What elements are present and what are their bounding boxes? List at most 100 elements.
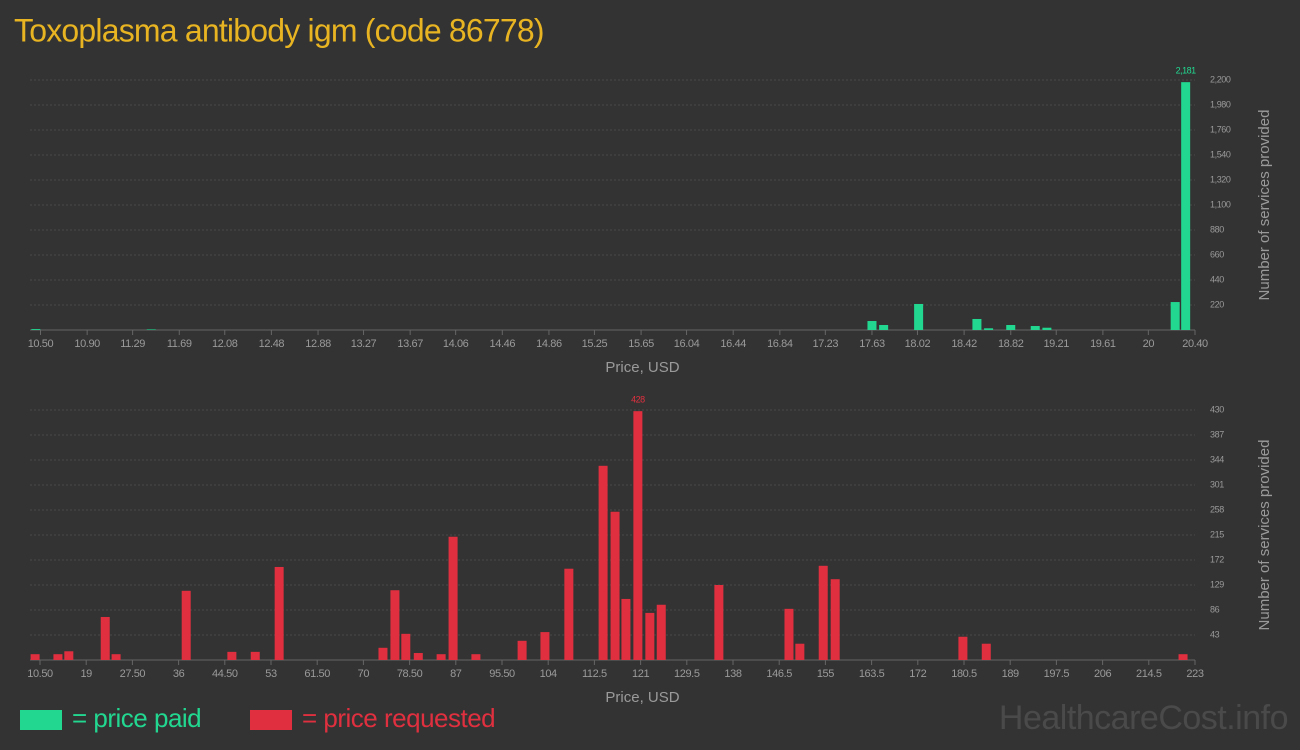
bar [1178, 654, 1188, 660]
x-tick-label: 18.02 [905, 338, 931, 350]
bar [784, 608, 794, 660]
legend-label: = price requested [302, 703, 495, 733]
x-tick-label: 104 [540, 668, 557, 680]
bar [1030, 326, 1040, 330]
x-tick-label: 112.5 [582, 668, 607, 680]
y-tick-label: 344 [1210, 454, 1224, 464]
x-tick-label: 180.5 [951, 668, 977, 680]
y-tick-label: 215 [1210, 529, 1224, 539]
y-tick-label: 430 [1210, 404, 1224, 414]
x-tick-label: 17.63 [859, 338, 885, 350]
bar [714, 585, 724, 660]
y-tick-label: 129 [1210, 579, 1224, 589]
y-tick-label: 2,200 [1210, 74, 1231, 84]
x-tick-label: 20 [1143, 338, 1155, 350]
x-tick-label: 44.50 [212, 668, 238, 680]
bar [1181, 82, 1191, 330]
x-tick-label: 14.86 [536, 338, 562, 350]
bar [879, 325, 889, 330]
legend-label: = price paid [72, 703, 201, 733]
bar [564, 568, 574, 660]
bar [656, 604, 666, 660]
bar [53, 654, 63, 660]
x-tick-label: 172 [909, 668, 926, 680]
x-tick-label: 14.46 [490, 338, 516, 350]
x-tick-label: 214.5 [1136, 668, 1162, 680]
x-tick-label: 223 [1186, 668, 1203, 680]
bar [390, 590, 400, 660]
bar [250, 651, 260, 660]
value-label: 428 [631, 395, 645, 405]
x-tick-label: 13.67 [397, 338, 423, 350]
bar [181, 590, 191, 660]
bar [30, 654, 40, 660]
bar [818, 565, 828, 660]
bar [413, 653, 423, 660]
x-axis-label: Price, USD [605, 359, 679, 376]
bar [610, 511, 620, 660]
bar [914, 303, 924, 330]
x-tick-label: 10.50 [27, 668, 53, 680]
bar [645, 612, 655, 660]
y-tick-label: 1,760 [1210, 124, 1231, 134]
x-tick-label: 129.5 [674, 668, 700, 680]
bar [1042, 327, 1052, 330]
bar [830, 579, 840, 660]
x-tick-label: 10.90 [74, 338, 100, 350]
x-tick-label: 16.84 [767, 338, 793, 350]
y-tick-label: 1,100 [1210, 199, 1231, 209]
x-tick-label: 53 [265, 668, 277, 680]
x-axis-label: Price, USD [605, 689, 679, 706]
x-tick-label: 12.48 [259, 338, 285, 350]
legend-swatch [20, 710, 62, 730]
bar [981, 643, 991, 660]
bar [471, 654, 481, 660]
bar [540, 632, 550, 660]
bar [436, 654, 446, 660]
x-tick-label: 206 [1094, 668, 1111, 680]
x-tick-label: 17.23 [813, 338, 839, 350]
x-tick-label: 121 [632, 668, 649, 680]
y-tick-label: 387 [1210, 429, 1224, 439]
x-tick-label: 155 [817, 668, 834, 680]
x-tick-label: 19.61 [1090, 338, 1116, 350]
bar [598, 465, 608, 660]
x-tick-label: 12.88 [305, 338, 331, 350]
bar [795, 643, 805, 660]
x-tick-label: 18.42 [951, 338, 977, 350]
watermark: HealthcareCost.info [999, 699, 1288, 737]
bar [1170, 302, 1180, 330]
y-tick-label: 880 [1210, 224, 1224, 234]
x-tick-label: 189 [1002, 668, 1019, 680]
bar [378, 647, 388, 660]
x-tick-label: 19.21 [1043, 338, 1069, 350]
x-tick-label: 87 [450, 668, 462, 680]
bar [633, 411, 643, 660]
x-tick-label: 138 [724, 668, 741, 680]
y-tick-label: 43 [1210, 629, 1220, 639]
x-tick-label: 15.25 [582, 338, 608, 350]
bar [31, 329, 41, 330]
x-tick-label: 197.5 [1044, 668, 1070, 680]
y-tick-label: 1,980 [1210, 99, 1231, 109]
x-tick-label: 163.5 [859, 668, 885, 680]
y-tick-label: 220 [1210, 299, 1224, 309]
y-tick-label: 440 [1210, 274, 1224, 284]
y-tick-label: 1,540 [1210, 149, 1231, 159]
bar [621, 598, 631, 660]
bar [972, 318, 982, 330]
bar [448, 536, 458, 660]
y-tick-label: 660 [1210, 249, 1224, 259]
bar [64, 651, 74, 660]
bar [227, 651, 237, 660]
bar [1006, 325, 1016, 330]
bar [401, 633, 411, 660]
y-tick-label: 86 [1210, 604, 1220, 614]
x-tick-label: 78.50 [397, 668, 423, 680]
x-tick-label: 27.50 [120, 668, 146, 680]
bar [146, 329, 156, 330]
x-tick-label: 10.50 [28, 338, 54, 350]
y-tick-label: 258 [1210, 504, 1224, 514]
y-tick-label: 172 [1210, 554, 1224, 564]
x-tick-label: 95.50 [489, 668, 515, 680]
